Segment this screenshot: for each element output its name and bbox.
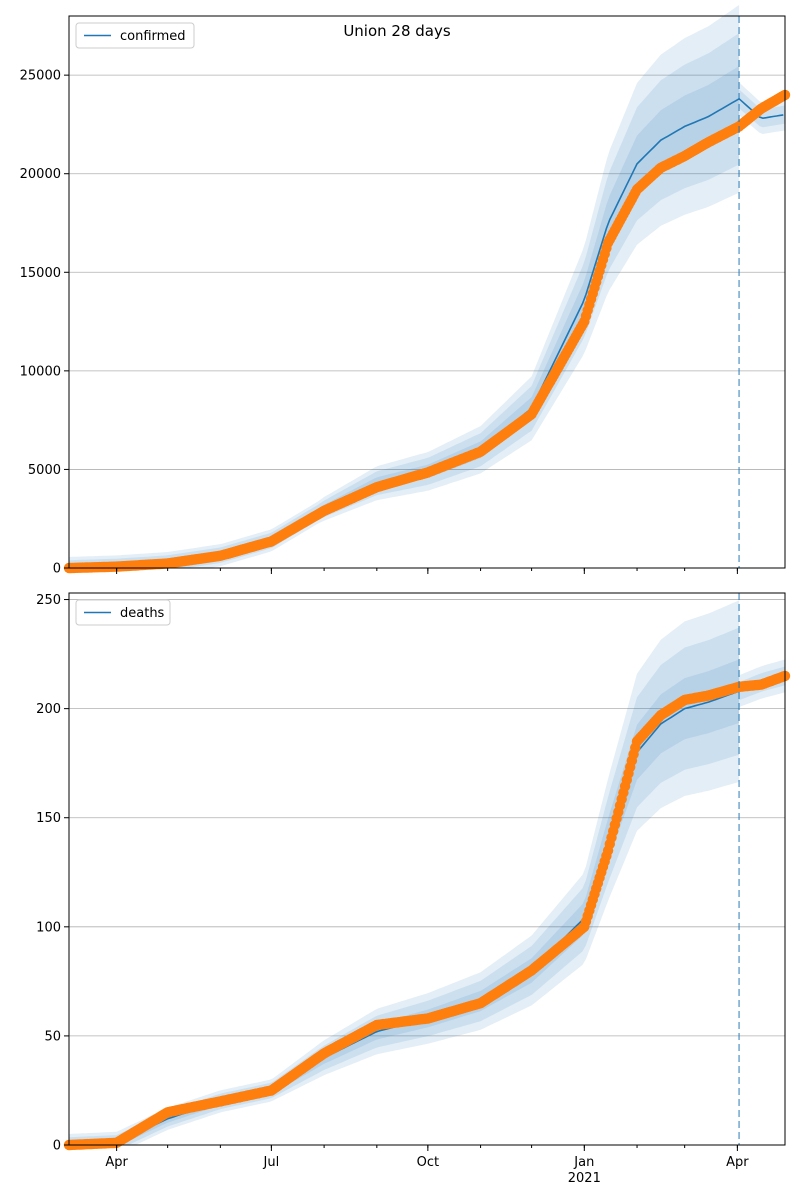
legend-label: deaths: [120, 606, 165, 621]
y-tick-label: 25000: [20, 69, 61, 84]
y-tick-label: 100: [36, 920, 61, 935]
axes-frame: [68, 592, 786, 1146]
x-tick-label: Jul: [263, 1155, 280, 1170]
legend-box: [75, 599, 171, 626]
chart-title: Union 28 days: [343, 22, 451, 40]
uncertainty-band: [69, 66, 740, 568]
x-tick-label: Oct: [417, 1155, 439, 1170]
y-tick-label: 50: [44, 1029, 61, 1044]
y-tick-label: 250: [36, 593, 61, 608]
uncertainty-band: [69, 627, 740, 1145]
y-tick-label: 0: [53, 1139, 61, 1154]
y-tick-label: 200: [36, 702, 61, 717]
y-tick-label: 10000: [20, 364, 61, 379]
x-tick-sublabel: 2021: [568, 1171, 601, 1186]
x-tick-label: Apr: [105, 1155, 128, 1170]
y-tick-label: 20000: [20, 167, 61, 182]
y-tick-label: 5000: [28, 463, 61, 478]
y-tick-label: 150: [36, 811, 61, 826]
uncertainty-band: [69, 600, 740, 1145]
confirmed-panel: 0 5000 10000 15000 20000 25000 confirmed: [20, 5, 791, 577]
legend-box: [75, 22, 195, 49]
axes-frame: [68, 15, 786, 569]
x-tick-label: Jan: [573, 1155, 594, 1170]
x-tick-label: Apr: [726, 1155, 749, 1170]
y-tick-label: 0: [53, 562, 61, 577]
legend-label: confirmed: [120, 29, 186, 44]
uncertainty-band: [69, 33, 740, 569]
uncertainty-band: [69, 5, 740, 568]
y-tick-label: 15000: [20, 266, 61, 281]
